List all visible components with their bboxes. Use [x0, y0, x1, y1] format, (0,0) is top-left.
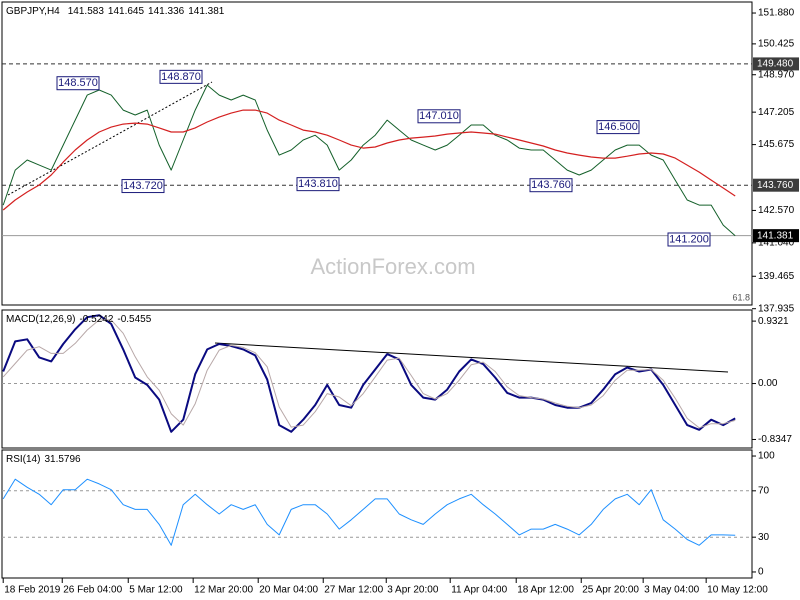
annotation-box: [596, 120, 640, 135]
x-tick-label: 11 Apr 04:00: [451, 585, 507, 596]
x-tick-label: 26 Feb 04:00: [63, 585, 122, 596]
series-line: [2, 314, 736, 433]
annotation-box: [56, 76, 100, 91]
watermark: ActionForex.com: [310, 254, 475, 279]
panel-title: RSI(14): [6, 454, 40, 465]
panel-frame: [1, 309, 753, 449]
x-tick-label: 5 Mar 12:00: [129, 585, 183, 596]
panel-title: MACD(12,26,9): [6, 314, 75, 325]
y-tick-label: 148.970: [758, 69, 795, 80]
y-tick-label: 100: [758, 451, 775, 462]
series-line: [2, 109, 736, 211]
price-tag: [753, 57, 799, 71]
panel-header: GBPJPY,H4 141.583 141.645 141.336 141.381: [6, 6, 225, 17]
panel-frame: [1, 449, 753, 579]
x-tick-label: 18 Feb 2019: [4, 585, 61, 596]
y-tick-label: 141.040: [758, 238, 795, 249]
annotation-box: [529, 178, 573, 193]
x-tick-label: 10 May 12:00: [707, 585, 768, 596]
annotation-box: [159, 69, 203, 84]
y-tick-label: 139.465: [758, 271, 795, 282]
price-tag-label: 149.480: [757, 59, 794, 70]
annotation-label: 148.570: [58, 77, 98, 89]
y-tick-label: 150.425: [758, 39, 795, 50]
reading: 141.336: [148, 6, 185, 17]
y-tick-label: 137.935: [758, 303, 795, 314]
annotation-box: [667, 232, 711, 247]
panel-title: GBPJPY,H4: [6, 6, 60, 17]
y-tick-label: 151.880: [758, 8, 795, 19]
panel-frame: [1, 1, 753, 306]
series-line: [2, 84, 736, 237]
y-tick-label: 147.205: [758, 107, 795, 118]
annotation-label: 143.810: [298, 178, 338, 190]
y-tick-label: 145.675: [758, 139, 795, 150]
annotation-label: 143.760: [531, 179, 571, 191]
x-tick-label: 3 May 04:00: [644, 585, 699, 596]
x-tick-label: 27 Mar 12:00: [324, 585, 383, 596]
x-tick-label: 12 Mar 20:00: [194, 585, 253, 596]
reading: -0.5242: [79, 314, 113, 325]
series-line: [2, 319, 736, 429]
annotation-box: [296, 177, 340, 192]
annotation-label: 143.720: [123, 180, 163, 192]
trend-line: [7, 81, 213, 196]
annotation-label: 148.870: [161, 71, 201, 83]
y-tick-label: 0.00: [758, 378, 778, 389]
x-tick-label: 18 Apr 12:00: [517, 585, 574, 596]
y-tick-label: 0.9321: [758, 316, 789, 327]
panel-header: RSI(14) 31.5796: [6, 454, 81, 465]
annotation-label: 146.500: [598, 121, 638, 133]
y-tick-label: 30: [758, 532, 770, 543]
annotation-label: 141.200: [669, 233, 709, 245]
annotation-label: 147.010: [419, 110, 459, 122]
y-tick-label: -0.8347: [758, 434, 792, 445]
x-tick-label: 25 Apr 20:00: [582, 585, 639, 596]
reading: 141.381: [188, 6, 225, 17]
x-tick-label: 20 Mar 04:00: [259, 585, 318, 596]
reading: -0.5455: [117, 314, 151, 325]
price-tag-label: 141.381: [757, 230, 794, 241]
reading: 141.645: [108, 6, 145, 17]
macd-trend-line: [214, 342, 729, 373]
reading: 141.583: [68, 6, 105, 17]
x-tick-label: 3 Apr 20:00: [387, 585, 439, 596]
reading: 31.5796: [44, 454, 81, 465]
price-tag-label: 143.760: [757, 180, 794, 191]
y-tick-label: 0: [758, 567, 764, 578]
annotation-box: [417, 109, 461, 124]
series-line: [2, 478, 736, 546]
y-tick-label: 70: [758, 485, 770, 496]
fib-label: 61.8: [732, 292, 750, 302]
y-tick-label: 142.570: [758, 205, 795, 216]
annotation-box: [121, 179, 165, 194]
price-tag: [753, 229, 799, 243]
panel-header: MACD(12,26,9) -0.5242 -0.5455: [6, 314, 152, 325]
price-tag: [753, 178, 799, 192]
